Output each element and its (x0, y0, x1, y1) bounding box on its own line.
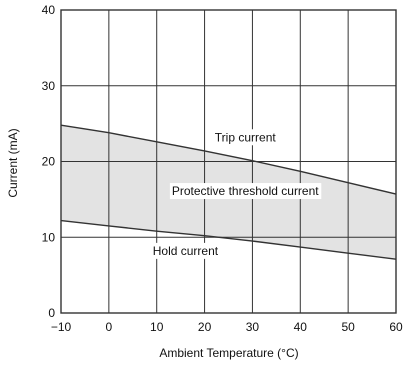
plot-area (60, 9, 397, 314)
annotations: Trip current Protective threshold current… (150, 129, 322, 259)
x-tick-label: 30 (246, 320, 260, 334)
x-tick-label: 60 (389, 320, 403, 334)
annotation-protective-threshold-current: Protective threshold current (169, 183, 322, 200)
x-tick-label: −10 (51, 320, 72, 334)
y-axis-title: Current (mA) (6, 128, 20, 197)
y-tick-label: 40 (42, 3, 56, 17)
annotation-hold-current-text: Hold current (153, 244, 219, 258)
y-tick-label: 30 (42, 79, 56, 93)
annotation-trip-current-background (212, 129, 279, 146)
y-tick-label: 20 (42, 155, 56, 169)
annotation-protective-threshold-current-text: Protective threshold current (172, 184, 319, 198)
annotation-hold-current: Hold current (150, 242, 221, 259)
y-tick-label: 0 (48, 306, 55, 320)
hold-current-line (60, 219, 397, 260)
annotation-trip-current: Trip current (212, 129, 279, 146)
x-tick-label: 20 (198, 320, 212, 334)
annotation-hold-current-background (150, 242, 221, 259)
annotation-protective-threshold-current-background (169, 183, 322, 200)
plot-frame (60, 9, 397, 314)
x-tick-label: 0 (106, 320, 113, 334)
x-tick-label: 50 (341, 320, 355, 334)
x-tick-label: 40 (294, 320, 308, 334)
x-tick-label: 10 (150, 320, 164, 334)
x-axis-title: Ambient Temperature (°C) (159, 346, 298, 360)
y-tick-label: 10 (42, 230, 56, 244)
annotation-trip-current-text: Trip current (215, 130, 277, 144)
trip-current-line (60, 124, 397, 195)
